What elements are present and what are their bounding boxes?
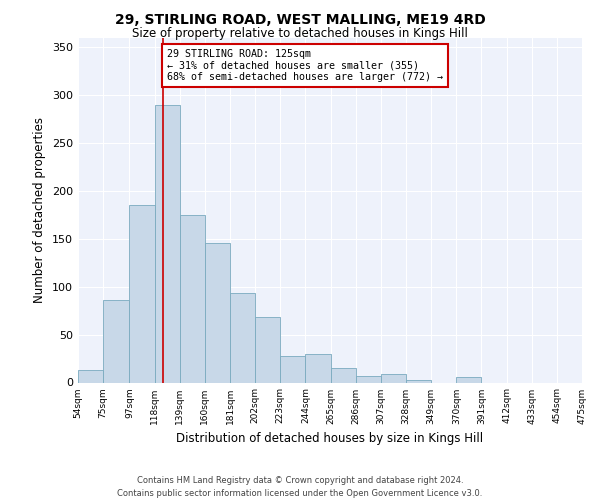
Bar <box>331 368 356 382</box>
Bar <box>230 294 255 382</box>
Bar <box>305 354 331 382</box>
Bar <box>356 376 381 382</box>
Y-axis label: Number of detached properties: Number of detached properties <box>34 117 46 303</box>
Bar <box>381 374 406 382</box>
Bar <box>103 300 130 382</box>
Text: 29, STIRLING ROAD, WEST MALLING, ME19 4RD: 29, STIRLING ROAD, WEST MALLING, ME19 4R… <box>115 12 485 26</box>
Bar <box>456 377 481 382</box>
Bar <box>78 370 103 382</box>
Text: Contains HM Land Registry data © Crown copyright and database right 2024.
Contai: Contains HM Land Registry data © Crown c… <box>118 476 482 498</box>
X-axis label: Distribution of detached houses by size in Kings Hill: Distribution of detached houses by size … <box>176 432 484 445</box>
Bar <box>155 104 180 382</box>
Bar <box>255 318 280 382</box>
Text: 29 STIRLING ROAD: 125sqm
← 31% of detached houses are smaller (355)
68% of semi-: 29 STIRLING ROAD: 125sqm ← 31% of detach… <box>167 49 443 82</box>
Text: Size of property relative to detached houses in Kings Hill: Size of property relative to detached ho… <box>132 28 468 40</box>
Bar <box>280 356 305 382</box>
Bar <box>205 242 230 382</box>
Bar <box>130 205 155 382</box>
Bar <box>406 380 431 382</box>
Bar <box>180 215 205 382</box>
